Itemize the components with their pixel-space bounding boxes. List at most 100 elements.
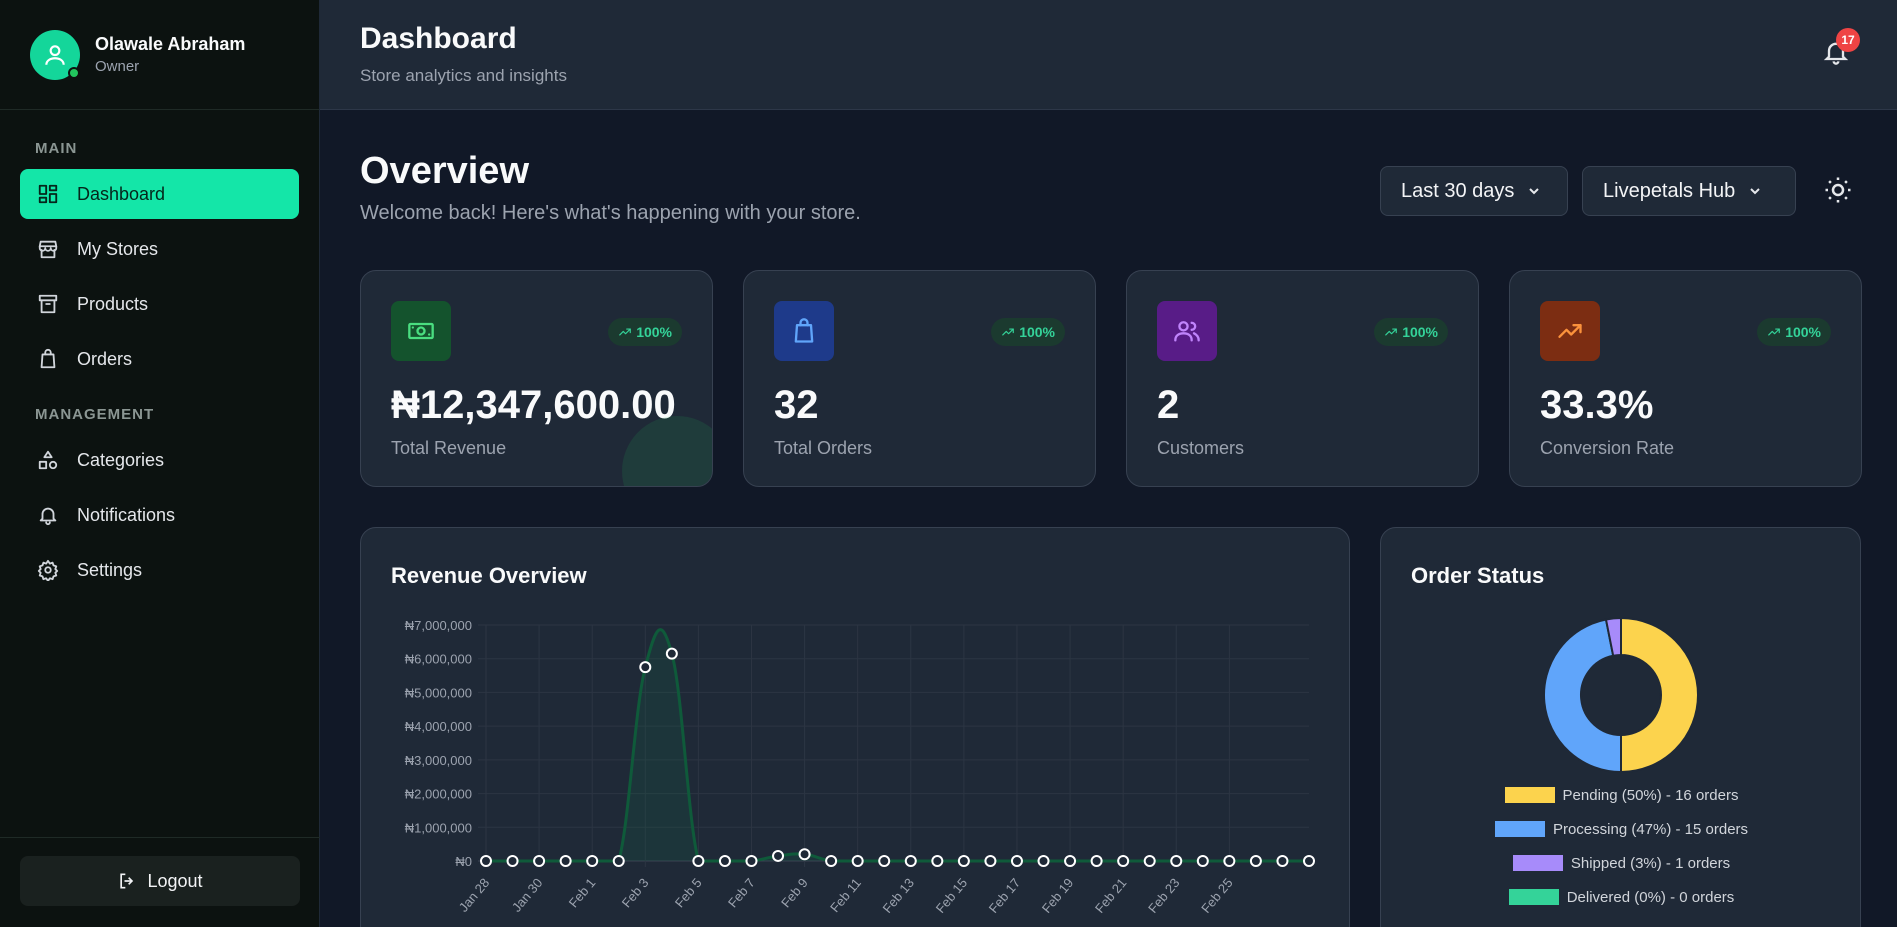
revenue-data-point [745, 855, 758, 867]
legend-item[interactable]: Processing (47%) - 15 orders [1381, 812, 1862, 846]
theme-toggle-button[interactable] [1820, 172, 1856, 208]
stat-card-total-revenue: 100% ₦12,347,600.00 Total Revenue [360, 270, 713, 487]
sidebar-item-my-stores[interactable]: My Stores [20, 224, 299, 274]
revenue-data-point [1276, 855, 1289, 867]
store-select-value: Livepetals Hub [1603, 179, 1736, 202]
stat-label: Total Orders [774, 438, 873, 458]
trend-badge: 100% [991, 318, 1065, 346]
revenue-data-point [1303, 855, 1315, 867]
shopping-bag-icon [794, 318, 814, 343]
stat-label: Total Revenue [391, 438, 507, 458]
sidebar-item-products[interactable]: Products [20, 279, 299, 329]
revenue-area-fill [486, 629, 1309, 861]
x-tick-label: Feb 3 [619, 875, 652, 910]
notification-count-badge: 17 [1836, 28, 1860, 52]
notifications-button[interactable]: 17 [1822, 28, 1860, 68]
dashboard-icon-wrapper [37, 183, 59, 205]
sidebar-item-label: Categories [77, 449, 165, 470]
sidebar-item-settings[interactable]: Settings [20, 545, 299, 595]
stat-value: ₦12,347,600.00 [391, 383, 676, 427]
online-status-dot [68, 66, 80, 79]
stat-card-conversion-rate: 100% 33.3% Conversion Rate [1509, 270, 1862, 487]
revenue-data-point [506, 855, 519, 867]
sidebar-item-label: Products [77, 293, 149, 314]
order-status-legend: Pending (50%) - 16 orders Processing (47%… [1381, 778, 1862, 914]
shopping-bag-icon [40, 348, 56, 369]
revenue-data-point [878, 855, 891, 867]
x-tick-label: Feb 25 [1198, 875, 1236, 916]
sidebar-item-orders[interactable]: Orders [20, 334, 299, 384]
legend-swatch [1508, 889, 1559, 905]
x-tick-label: Feb 1 [566, 875, 599, 910]
x-tick-label: Jan 30 [509, 875, 546, 915]
x-tick-label: Feb 5 [672, 875, 705, 910]
date-range-value: Last 30 days [1401, 179, 1515, 202]
trend-up-icon [1768, 328, 1781, 336]
date-range-select[interactable]: Last 30 days [1380, 166, 1568, 216]
revenue-data-point [957, 855, 970, 867]
store-icon-wrapper [37, 238, 59, 260]
overview-title: Overview [360, 150, 529, 192]
card-icon-tile [1157, 301, 1217, 361]
trend-badge: 100% [608, 318, 682, 346]
revenue-data-point [798, 848, 811, 861]
overview-subtitle: Welcome back! Here's what's happening wi… [360, 202, 861, 224]
x-tick-label: Jan 28 [456, 875, 493, 915]
revenue-data-point [851, 855, 864, 867]
management-nav: Categories Notifications Settings [0, 435, 319, 595]
logout-button[interactable]: Logout [20, 856, 300, 906]
stat-value: 2 [1157, 383, 1180, 427]
stat-label: Conversion Rate [1540, 438, 1675, 458]
money-icon [408, 322, 434, 340]
revenue-data-point [480, 855, 492, 867]
shapes-icon [38, 450, 58, 470]
donut-slice[interactable] [1543, 618, 1622, 774]
revenue-series-line [485, 628, 1309, 863]
revenue-data-point [1249, 855, 1262, 867]
dashboard-icon [38, 184, 58, 204]
revenue-line-chart[interactable]: ₦0 ₦1,000,000 ₦2,000,000 ₦3,000,000 ₦4,000,0… [361, 528, 1351, 927]
donut-slice[interactable] [1604, 616, 1622, 657]
revenue-data-point [533, 855, 546, 867]
order-status-donut-chart[interactable] [1381, 528, 1862, 778]
sidebar-item-label: Dashboard [77, 183, 166, 204]
store-select[interactable]: Livepetals Hub [1582, 166, 1796, 216]
order-status-panel: Order Status Pending (50%) - 16 orders Pr… [1380, 527, 1861, 927]
trend-up-icon [1385, 328, 1398, 336]
revenue-data-point [718, 855, 731, 867]
card-icon-tile [391, 301, 451, 361]
stat-value: 33.3% [1540, 383, 1654, 427]
donut-slice[interactable] [1620, 616, 1699, 774]
page-title: Dashboard [360, 22, 517, 55]
x-tick-label: Feb 7 [725, 875, 758, 910]
bell-icon [39, 507, 57, 526]
gear-icon-wrapper [37, 559, 59, 581]
card-icon-tile [774, 301, 834, 361]
main-nav: Dashboard My Stores Products Orders [0, 169, 319, 384]
section-label-management: MANAGEMENT [35, 406, 155, 423]
revenue-data-point [639, 661, 652, 674]
legend-label: Shipped (3%) - 1 orders [1570, 854, 1731, 872]
archive-box-icon [38, 294, 58, 314]
trend-value: 100% [1785, 324, 1821, 340]
revenue-data-point [1090, 855, 1103, 867]
sidebar: Olawale Abraham Owner MAIN Dashboard My S… [0, 0, 320, 927]
legend-item[interactable]: Delivered (0%) - 0 orders [1381, 880, 1862, 914]
sidebar-item-dashboard[interactable]: Dashboard [20, 169, 299, 219]
revenue-data-point [825, 855, 838, 867]
legend-item[interactable]: Shipped (3%) - 1 orders [1381, 846, 1862, 880]
x-tick-label: Feb 13 [880, 875, 918, 916]
user-icon [45, 44, 65, 65]
sidebar-item-categories[interactable]: Categories [20, 435, 299, 485]
user-profile[interactable]: Olawale Abraham Owner [0, 0, 319, 110]
trend-value: 100% [1019, 324, 1055, 340]
chevron-down-icon [1529, 188, 1540, 195]
y-tick-label: ₦2,000,000 [405, 787, 472, 802]
sidebar-item-notifications[interactable]: Notifications [20, 490, 299, 540]
x-tick-label: Feb 15 [933, 875, 971, 916]
sun-icon [1825, 177, 1851, 203]
logout-icon [120, 873, 134, 889]
revenue-data-point [1010, 855, 1023, 867]
legend-item[interactable]: Pending (50%) - 16 orders [1381, 778, 1862, 812]
chevron-down-icon [1750, 188, 1761, 195]
